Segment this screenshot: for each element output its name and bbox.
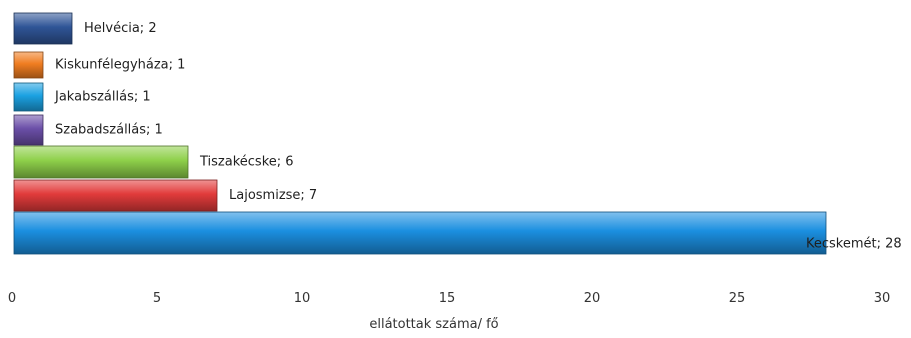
data-label: Lajosmizse; 7 — [229, 188, 317, 203]
x-tick-label: 10 — [294, 291, 311, 306]
bar-kecskemét — [13, 211, 827, 255]
x-tick-label: 25 — [729, 291, 746, 306]
data-label: Tiszakécske; 6 — [199, 155, 294, 170]
bar-lajosmizse — [13, 179, 218, 212]
data-label: Jakabszállás; 1 — [54, 90, 151, 105]
bar-szabadszállás — [13, 114, 44, 146]
x-tick-label: 5 — [153, 291, 161, 306]
x-axis-ticks: 0 5 10 15 20 25 30 — [8, 291, 890, 306]
x-tick-label: 20 — [584, 291, 601, 306]
x-tick-label: 15 — [439, 291, 456, 306]
data-label: Kiskunfélegyháza; 1 — [55, 58, 185, 73]
x-axis-title: ellátottak száma/ fő — [369, 317, 498, 332]
x-tick-label: 30 — [874, 291, 891, 306]
bar-helvécia — [13, 12, 73, 45]
data-label: Helvécia; 2 — [84, 21, 157, 36]
bar-tiszakécske — [13, 145, 189, 179]
bar-kiskunfélegyháza — [13, 51, 44, 79]
data-label: Szabadszállás; 1 — [55, 123, 163, 138]
bars-layer — [13, 12, 827, 255]
bar-jakabszállás — [13, 82, 44, 112]
data-label: Kecskemét; 28 — [806, 237, 902, 252]
data-labels-layer: Helvécia; 2 Kiskunfélegyháza; 1 Jakabszáll… — [54, 21, 902, 252]
x-tick-label: 0 — [8, 291, 16, 306]
